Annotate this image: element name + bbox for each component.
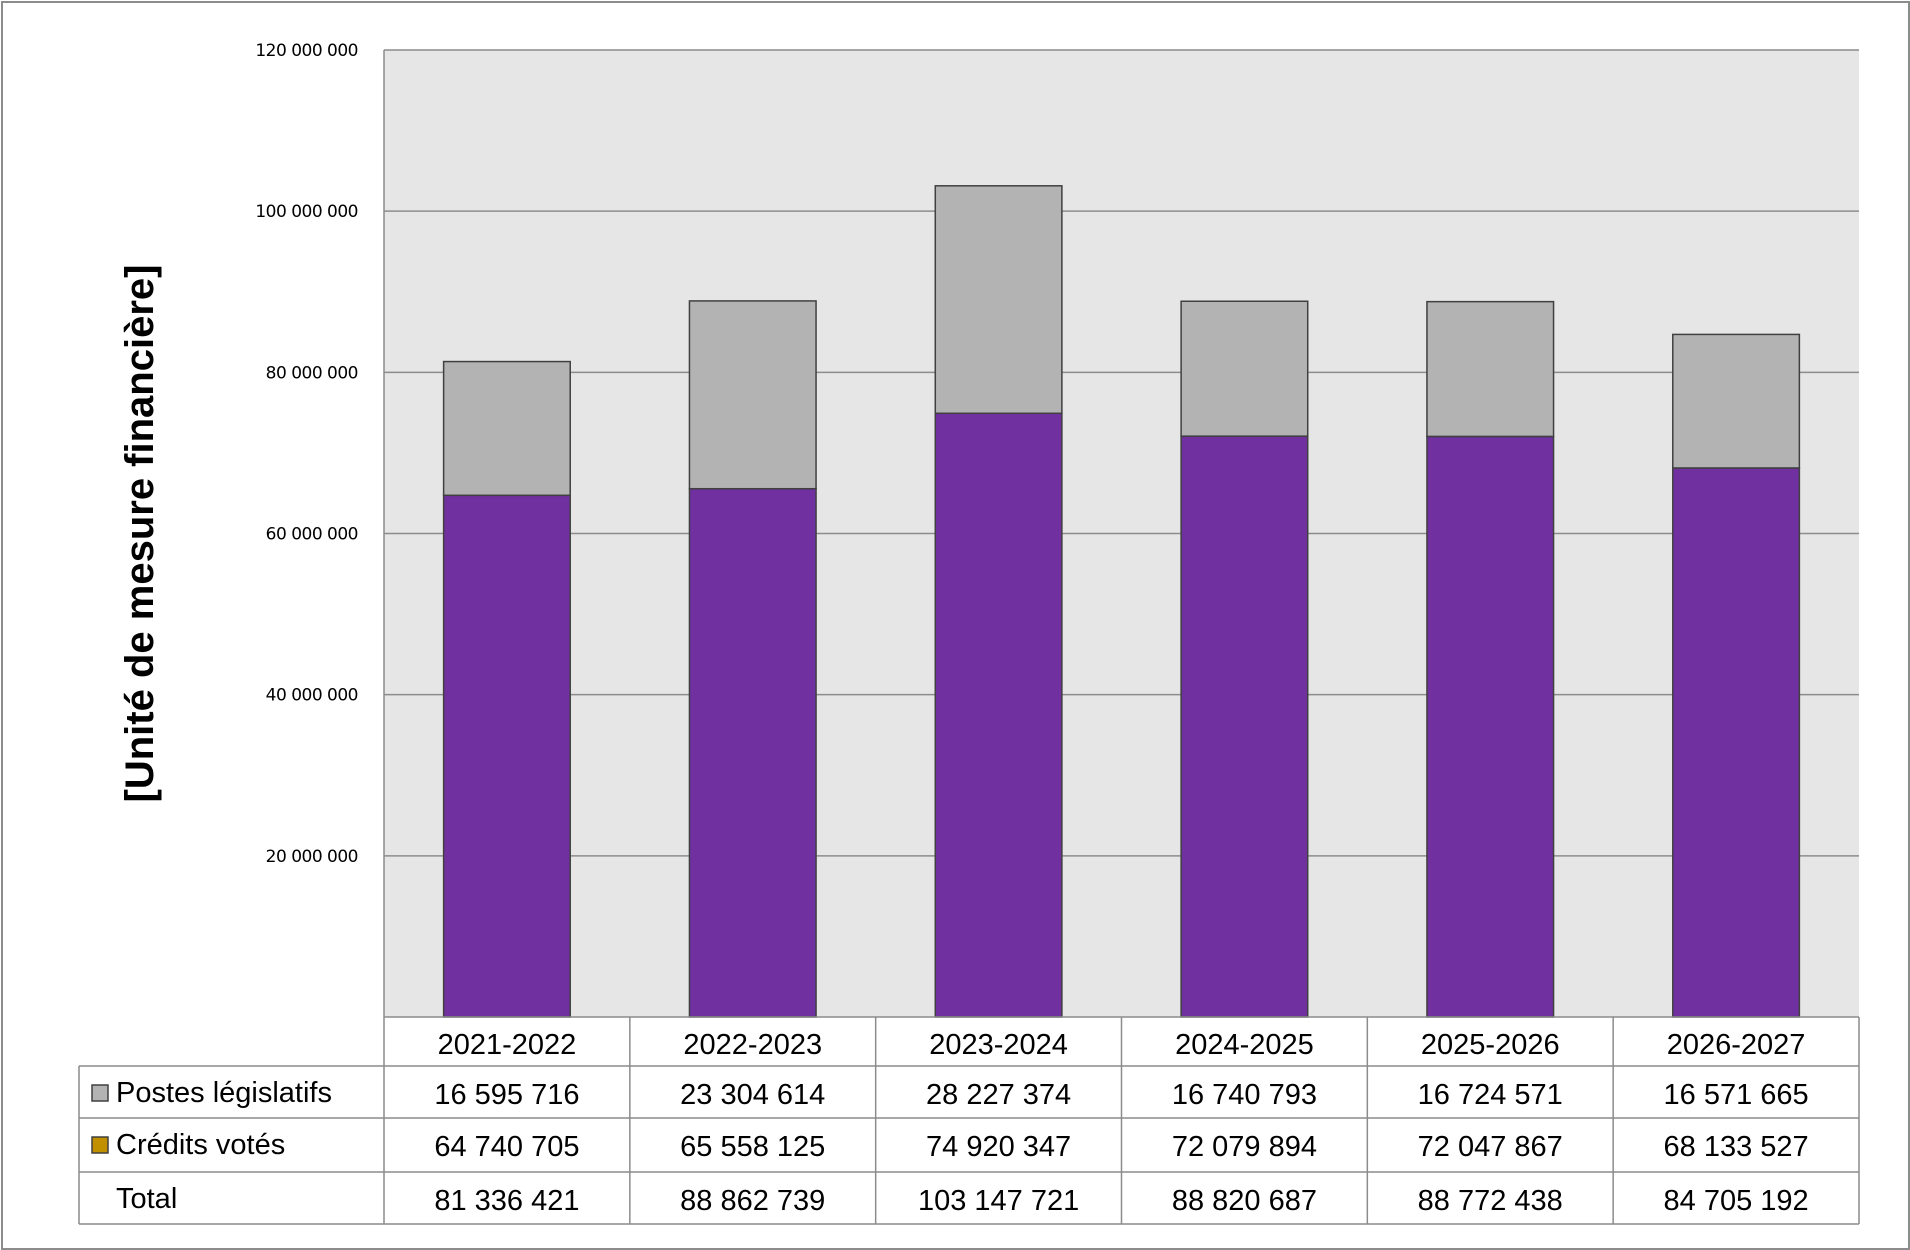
x-category-label: 2026-2027 [1667,1029,1806,1061]
legend-label: Total [116,1183,177,1215]
legend-label: Crédits votés [116,1129,285,1161]
x-category-label: 2021-2022 [438,1029,577,1061]
bar-postes-l-gislatifs [1672,333,1801,469]
bar-postes-l-gislatifs [934,185,1063,415]
bar-postes-l-gislatifs [688,300,817,490]
data-table-value: 72 047 867 [1418,1131,1563,1163]
y-tick-label: 80 000 000 [266,363,358,383]
bar-cr-dits-vot-s [1672,467,1801,1018]
data-table-value: 88 772 438 [1418,1185,1563,1217]
y-tick-label: 60 000 000 [266,525,358,545]
data-table-value: 81 336 421 [434,1185,579,1217]
data-table-value: 103 147 721 [918,1185,1079,1217]
x-category-label: 2025-2026 [1421,1029,1560,1061]
data-table-value: 88 862 739 [680,1185,825,1217]
x-category-label: 2023-2024 [929,1029,1068,1061]
y-tick-label: 20 000 000 [266,847,358,867]
data-table-value: 16 740 793 [1172,1079,1317,1111]
data-table-value: 88 820 687 [1172,1185,1317,1217]
legend-swatch [91,1084,109,1102]
data-table-value: 84 705 192 [1664,1185,1809,1217]
bar-cr-dits-vot-s [1426,435,1555,1018]
data-table-value: 65 558 125 [680,1131,825,1163]
bar-postes-l-gislatifs [1180,300,1309,437]
y-tick-label: 100 000 000 [255,202,358,222]
x-category-label: 2022-2023 [683,1029,822,1061]
bar-cr-dits-vot-s [1180,435,1309,1018]
data-table-value: 64 740 705 [434,1131,579,1163]
y-tick-label: 40 000 000 [266,686,358,706]
bar-cr-dits-vot-s [688,487,817,1018]
data-table-value: 16 571 665 [1664,1079,1809,1111]
y-axis-title: [Unité de mesure financière] [118,265,162,803]
bar-postes-l-gislatifs [442,360,571,497]
y-tick-label: 120 000 000 [255,41,358,61]
bar-postes-l-gislatifs [1426,300,1555,438]
bar-cr-dits-vot-s [934,412,1063,1018]
data-table-value: 68 133 527 [1664,1131,1809,1163]
data-table-value: 72 079 894 [1172,1131,1317,1163]
data-table-value: 28 227 374 [926,1079,1071,1111]
data-table-value: 16 724 571 [1418,1079,1563,1111]
legend-label: Postes législatifs [116,1077,332,1109]
data-table-value: 74 920 347 [926,1131,1071,1163]
x-category-label: 2024-2025 [1175,1029,1314,1061]
legend-swatch [91,1136,109,1154]
data-table-value: 23 304 614 [680,1079,825,1111]
data-table-value: 16 595 716 [434,1079,579,1111]
bar-cr-dits-vot-s [442,494,571,1018]
